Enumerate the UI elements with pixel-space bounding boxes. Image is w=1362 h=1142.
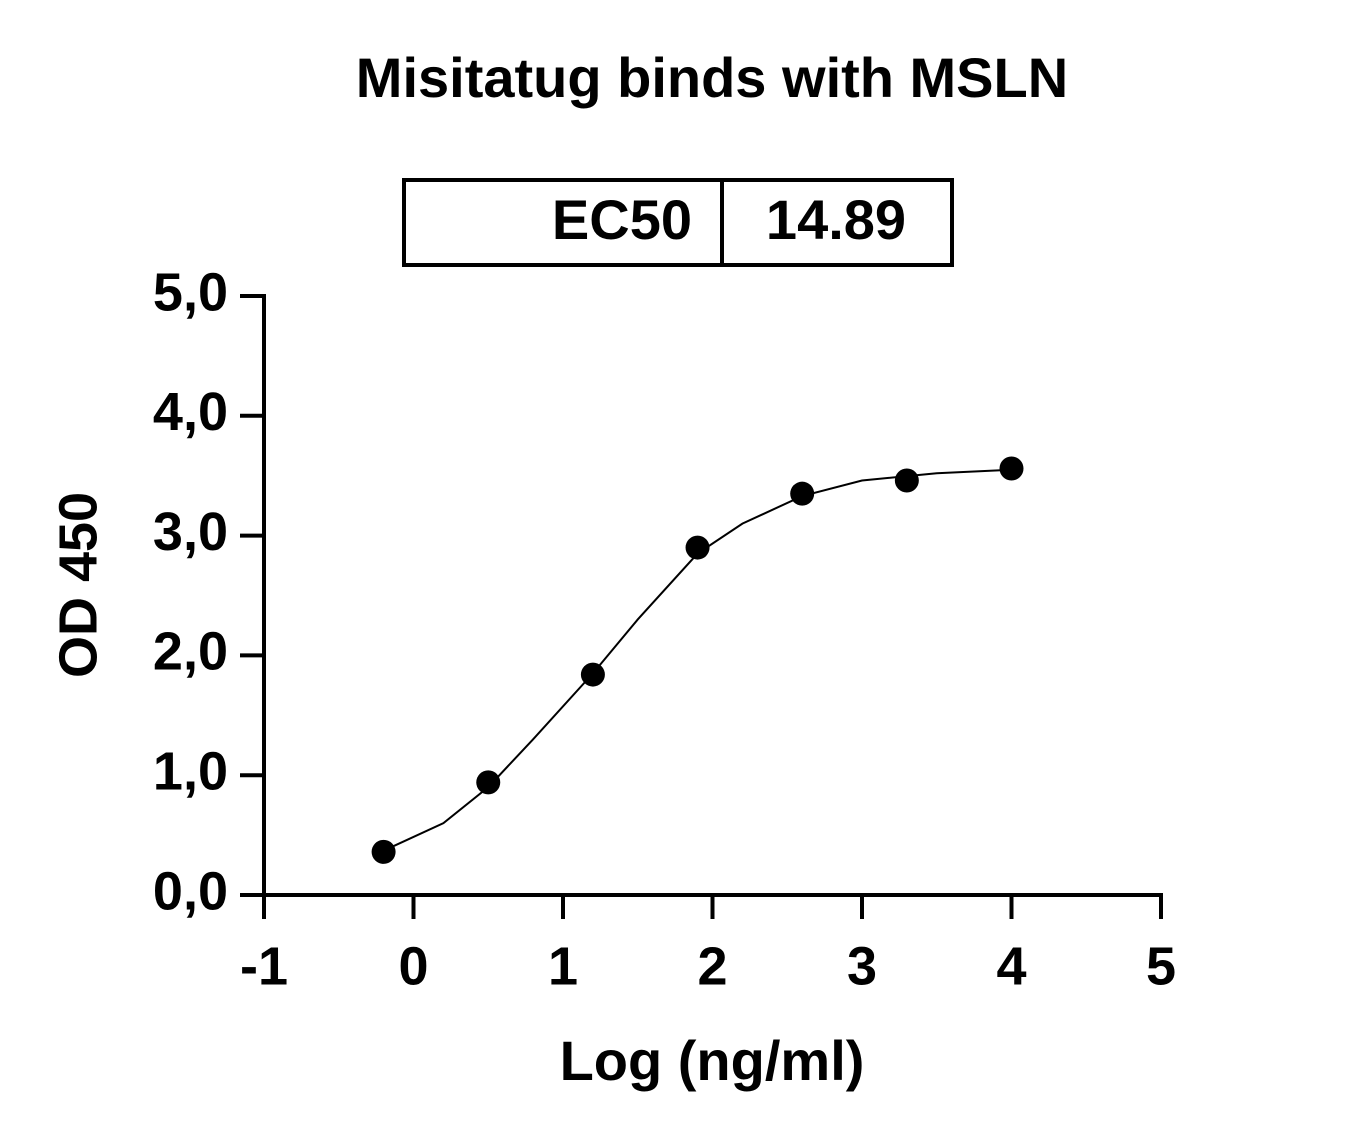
data-point xyxy=(580,662,605,687)
x-tick-label: 3 xyxy=(847,936,877,996)
x-tick-label: 4 xyxy=(996,936,1026,996)
y-tick-label: 2,0 xyxy=(153,622,228,682)
x-tick-label: 5 xyxy=(1146,936,1176,996)
fit-curve xyxy=(383,468,1012,852)
data-point xyxy=(371,839,396,864)
y-tick-label: 5,0 xyxy=(153,262,228,322)
x-tick-label: -1 xyxy=(240,936,288,996)
data-point xyxy=(685,535,710,560)
x-axis-label: Log (ng/ml) xyxy=(560,1029,865,1092)
data-point xyxy=(999,456,1024,481)
chart-title: Misitatug binds with MSLN xyxy=(356,46,1068,109)
ec50-box xyxy=(402,178,954,267)
y-tick-label: 0,0 xyxy=(153,861,228,921)
x-tick-label: 2 xyxy=(697,936,727,996)
x-tick-label: 0 xyxy=(398,936,428,996)
data-point xyxy=(790,481,815,506)
y-tick-label: 4,0 xyxy=(153,382,228,442)
x-tick-label: 1 xyxy=(548,936,578,996)
y-axis-label: OD 450 xyxy=(48,492,108,678)
data-point xyxy=(894,468,919,493)
y-tick-label: 3,0 xyxy=(153,502,228,562)
ec50-label: EC50 xyxy=(552,188,692,251)
ec50-value: 14.89 xyxy=(766,188,906,251)
data-point xyxy=(476,770,501,795)
y-tick-label: 1,0 xyxy=(153,741,228,801)
